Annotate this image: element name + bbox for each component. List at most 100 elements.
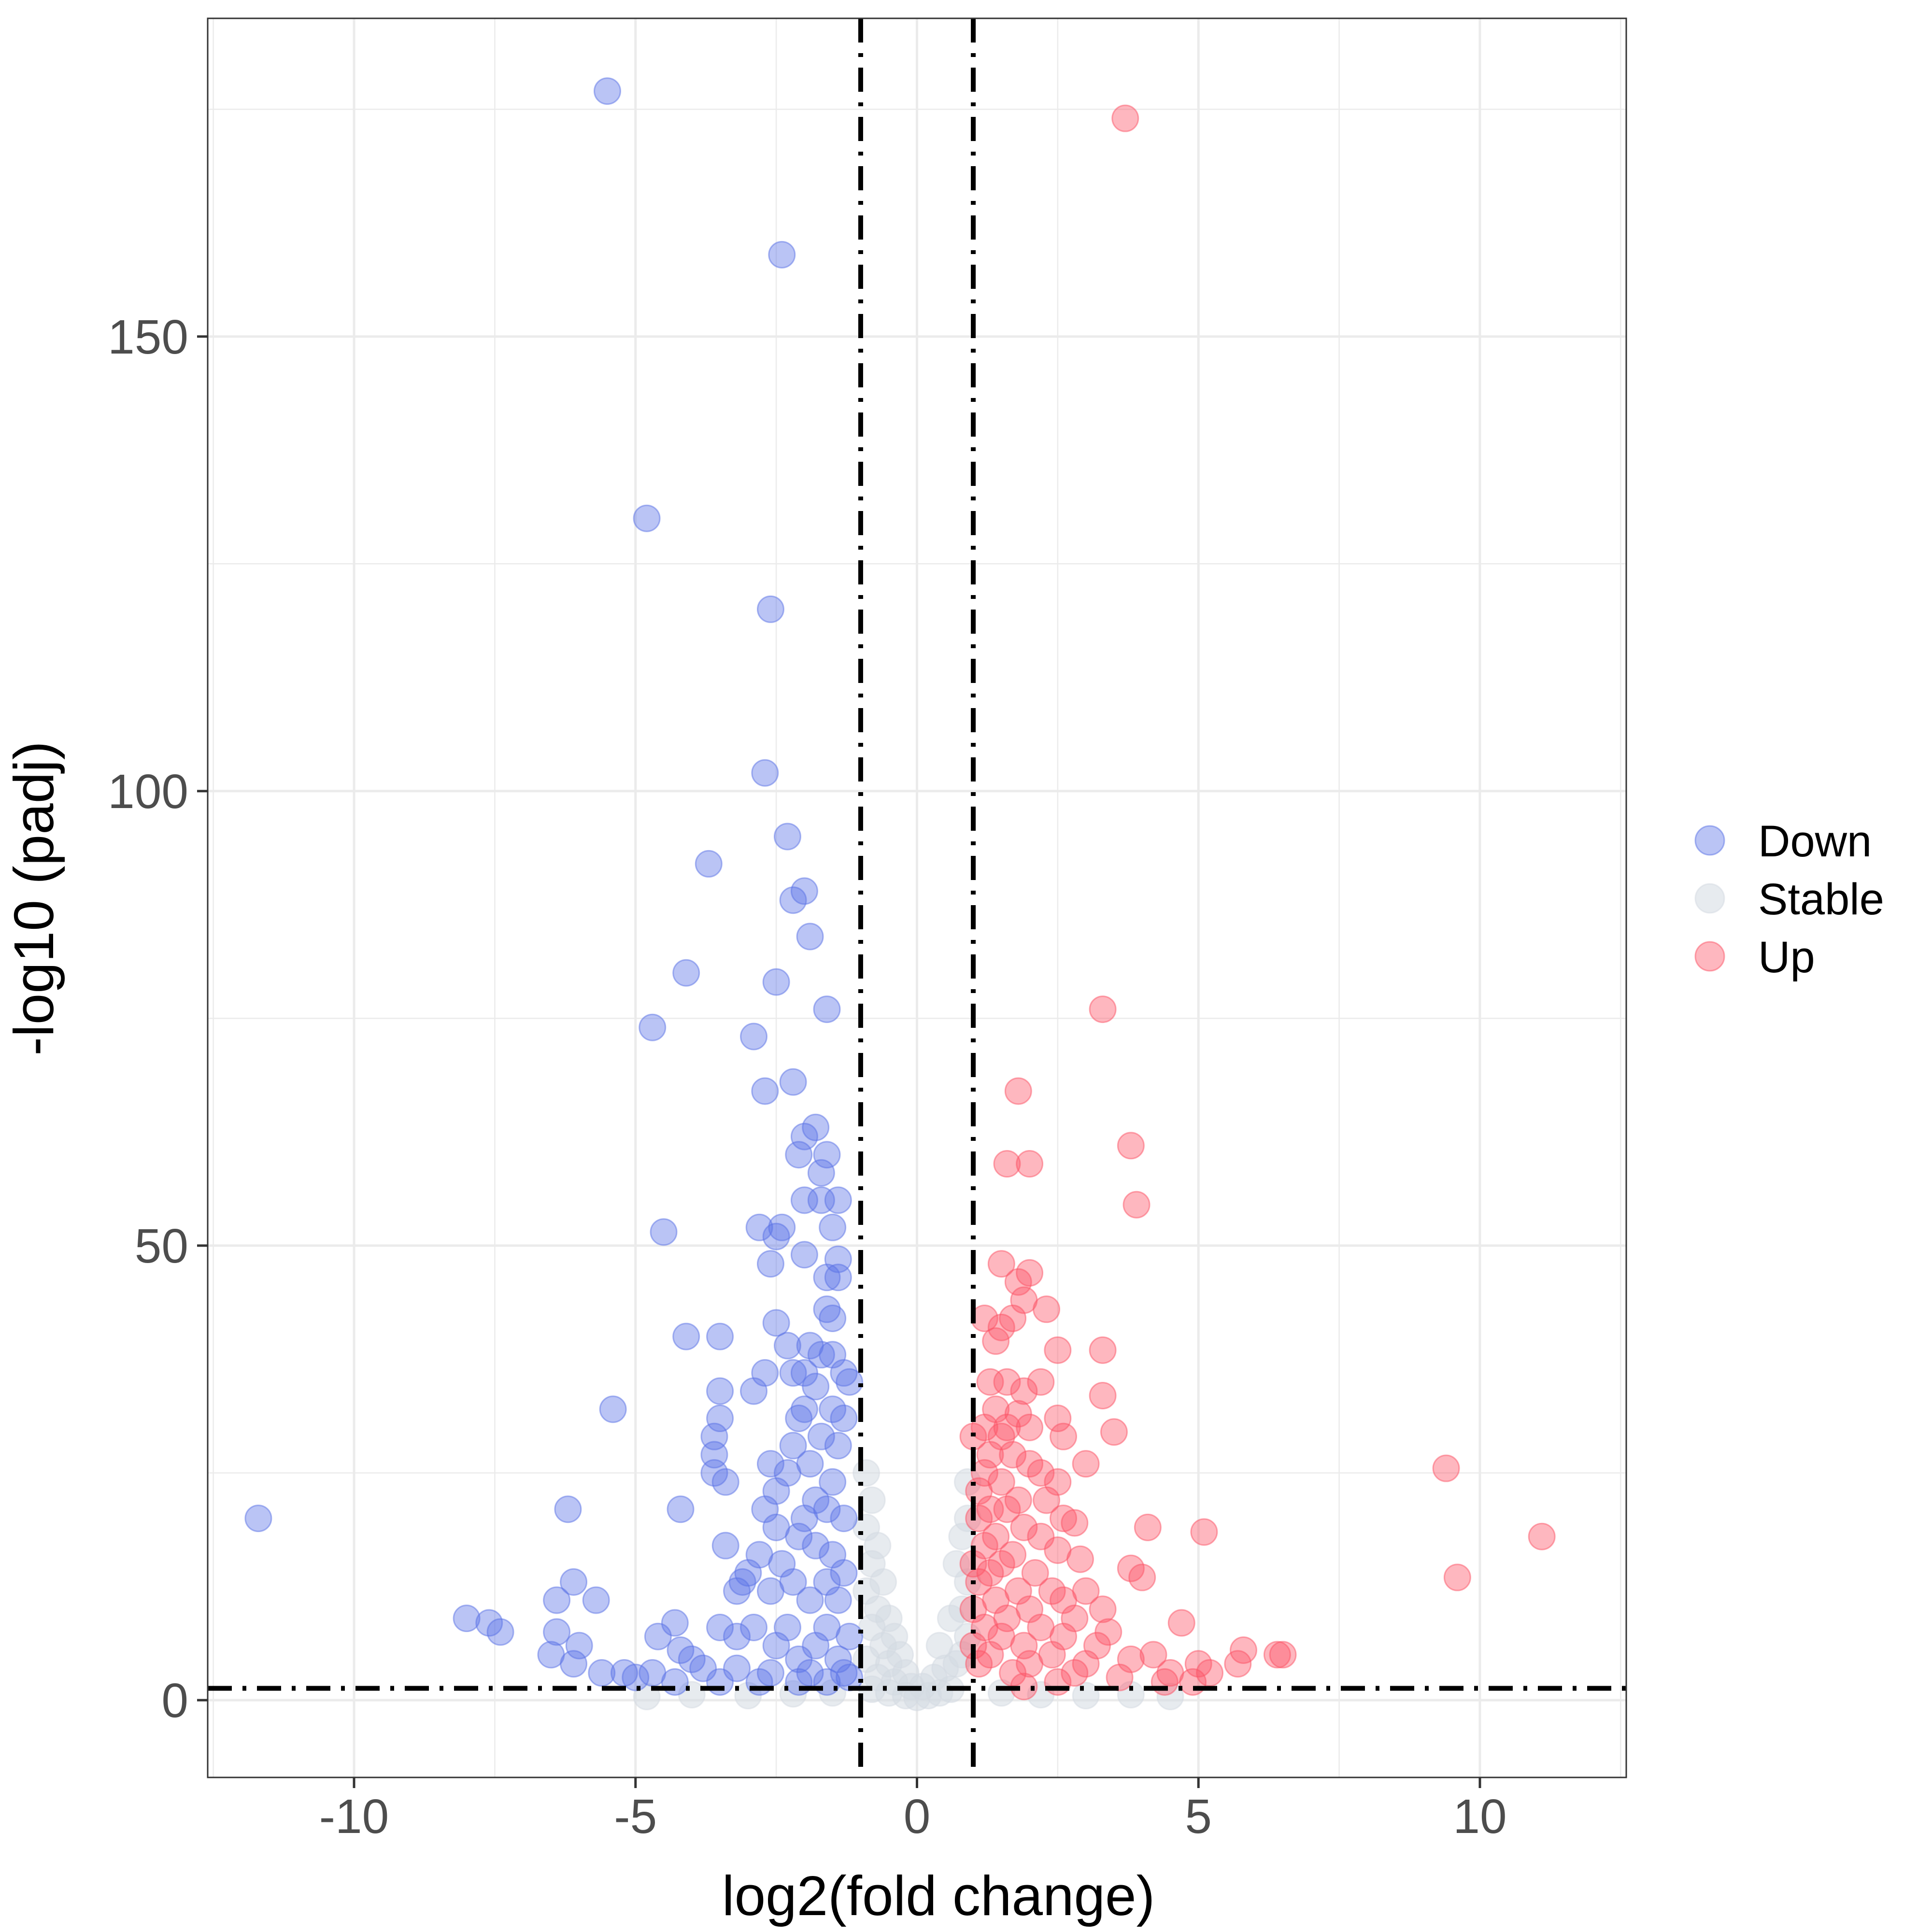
point-down <box>751 1077 779 1105</box>
x-tick-label: 10 <box>1453 1790 1506 1844</box>
point-down <box>790 1241 818 1269</box>
point-down <box>762 968 790 996</box>
point-up <box>976 1641 1004 1669</box>
y-axis-title: -log10 (padj) <box>2 741 65 1055</box>
point-up <box>965 1650 993 1678</box>
point-down <box>819 1395 847 1423</box>
point-down <box>785 1522 813 1550</box>
point-down <box>807 1186 835 1214</box>
point-down <box>740 1613 768 1641</box>
point-down <box>813 1668 841 1696</box>
point-up <box>999 1441 1027 1469</box>
point-down <box>475 1609 503 1637</box>
point-up <box>993 1495 1021 1523</box>
point-up <box>1033 1295 1061 1323</box>
point-down <box>486 1618 514 1646</box>
point-down <box>633 504 661 532</box>
point-down <box>802 1373 830 1401</box>
grid-lines <box>208 18 1626 1777</box>
point-up <box>1021 1559 1049 1587</box>
point-up <box>1089 1595 1117 1623</box>
point-down <box>711 1468 739 1496</box>
point-down <box>593 77 621 105</box>
point-down <box>560 1568 588 1596</box>
point-up <box>1016 1259 1044 1287</box>
point-up <box>1004 1077 1032 1105</box>
point-up <box>1016 1650 1044 1678</box>
point-up <box>1443 1563 1471 1591</box>
x-tick-label: 5 <box>1185 1790 1212 1844</box>
point-up <box>1004 1268 1032 1296</box>
point-down <box>661 1668 689 1696</box>
legend-label-down: Down <box>1758 817 1872 866</box>
point-down <box>802 1113 830 1141</box>
point-down <box>244 1505 272 1533</box>
point-stable <box>942 1550 970 1578</box>
point-down <box>813 1495 841 1523</box>
point-down <box>740 1023 768 1051</box>
point-up <box>987 1550 1015 1578</box>
point-down <box>756 595 784 623</box>
point-up <box>1269 1641 1297 1669</box>
point-down <box>813 995 841 1023</box>
y-tick-label: 100 <box>108 765 188 819</box>
point-up <box>1106 1663 1134 1691</box>
point-up <box>1089 1336 1117 1364</box>
point-up <box>993 1368 1021 1396</box>
legend-key-stable <box>1694 883 1725 914</box>
data-points <box>244 77 1556 1711</box>
point-up <box>976 1441 1004 1469</box>
x-axis-title: log2(fold change) <box>722 1864 1155 1927</box>
point-down <box>599 1395 627 1423</box>
point-stable <box>925 1632 953 1660</box>
point-up <box>1151 1668 1179 1696</box>
x-tick-label: -10 <box>319 1790 389 1844</box>
y-tick-label: 0 <box>161 1674 188 1728</box>
point-up <box>1061 1659 1089 1687</box>
point-down <box>807 1422 835 1450</box>
point-down <box>830 1659 858 1687</box>
point-down <box>740 1377 768 1405</box>
point-down <box>723 1622 751 1650</box>
point-down <box>785 1405 813 1433</box>
point-up <box>1179 1668 1207 1696</box>
point-down <box>622 1663 650 1691</box>
point-down <box>756 1577 784 1605</box>
point-up <box>1027 1459 1055 1487</box>
point-up <box>1016 1413 1044 1441</box>
point-down <box>830 1505 858 1533</box>
point-up <box>1050 1422 1078 1450</box>
point-down <box>745 1668 773 1696</box>
point-down <box>650 1218 678 1246</box>
point-up <box>1190 1518 1218 1546</box>
x-tick-label: 0 <box>904 1790 931 1844</box>
point-up <box>1122 1191 1151 1219</box>
point-down <box>824 1432 852 1460</box>
point-up <box>1016 1450 1044 1478</box>
point-up <box>987 1313 1015 1341</box>
point-down <box>700 1459 728 1487</box>
point-down <box>453 1605 481 1633</box>
point-down <box>779 1432 807 1460</box>
point-down <box>711 1532 739 1560</box>
point-up <box>1111 104 1139 132</box>
point-stable <box>852 1459 881 1487</box>
point-up <box>1128 1563 1156 1591</box>
point-down <box>678 1645 706 1673</box>
point-up <box>1010 1632 1038 1660</box>
point-up <box>1528 1522 1556 1550</box>
point-down <box>824 1186 852 1214</box>
point-down <box>785 1141 813 1169</box>
point-up <box>1089 1381 1117 1409</box>
point-up <box>1117 1554 1145 1582</box>
point-down <box>706 1613 734 1641</box>
point-down <box>802 1532 830 1560</box>
point-down <box>836 1368 864 1396</box>
point-up <box>1072 1650 1100 1678</box>
point-up <box>1016 1150 1044 1178</box>
legend-label-stable: Stable <box>1758 875 1884 924</box>
point-down <box>644 1622 672 1650</box>
point-down <box>779 886 807 914</box>
point-down <box>830 1559 858 1587</box>
